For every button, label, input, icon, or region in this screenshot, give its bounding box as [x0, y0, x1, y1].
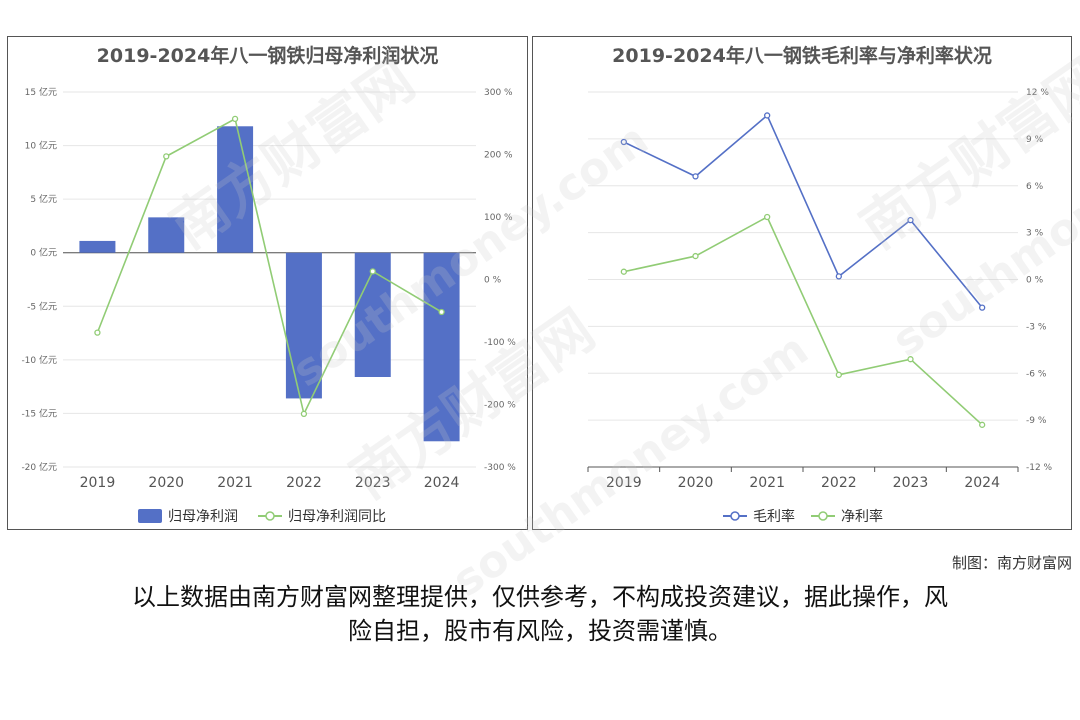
x-tick-label: 2019 [606, 475, 642, 491]
y-tick-label: 6 % [1026, 182, 1044, 192]
y-tick-label: 3 % [1026, 229, 1044, 239]
data-point [94, 329, 101, 336]
y-tick-label-right: 0 % [484, 276, 502, 286]
data-point [764, 112, 771, 119]
y-tick-label: -12 % [1026, 463, 1053, 473]
x-tick-label: 2020 [148, 475, 184, 491]
x-tick-label: 2024 [964, 475, 1000, 491]
x-tick-label: 2021 [749, 475, 785, 491]
legend-marker [730, 511, 740, 521]
disclaimer: 以上数据由南方财富网整理提供，仅供参考，不构成投资建议，据此操作，风 险自担，股… [60, 580, 1020, 648]
legend-label: 归母净利润 [168, 508, 238, 525]
y-tick-label: 0 % [1026, 276, 1044, 286]
legend-marker [818, 511, 828, 521]
series-line-net-margin [623, 215, 983, 426]
series-line-gross-margin [623, 114, 983, 309]
bar [423, 252, 460, 442]
y-tick-label: -6 % [1026, 369, 1047, 379]
x-tick-label: 2021 [217, 475, 253, 491]
data-point [438, 308, 445, 316]
y-tick-label-left: -20 亿元 [21, 461, 57, 473]
bar [148, 217, 185, 253]
data-point [163, 153, 170, 160]
series-line-yoy [96, 117, 442, 417]
data-point [369, 268, 376, 275]
x-tick-label: 2022 [821, 475, 857, 491]
data-point [692, 252, 699, 260]
x-tick-label: 2023 [355, 475, 391, 491]
legend-label: 净利率 [841, 508, 883, 525]
y-tick-label-left: -15 亿元 [21, 407, 57, 419]
chart-credit: 制图：南方财富网 [951, 554, 1072, 572]
right-chart-panel: 2019-2024年八一钢铁毛利率与净利率状况 12 % 9 % 6 % 3 % 0 %… [532, 36, 1072, 530]
data-point [835, 371, 842, 378]
data-point [620, 268, 627, 275]
data-point [979, 421, 986, 428]
y-tick-label-left: -10 亿元 [21, 354, 57, 366]
data-point [231, 115, 239, 123]
data-point [979, 304, 986, 311]
data-point [300, 410, 308, 418]
y-tick-label-right: 100 % [484, 213, 513, 223]
right-chart-plot: 12 % 9 % 6 % 3 % 0 % -3 % -6 % -9 % -12 % 2019 202… [587, 88, 1053, 525]
left-chart-plot: 15 亿元 10 亿元 5 亿元 0 亿元 -5 亿元 -10 亿元 -15 亿元 -20 亿… [21, 86, 516, 525]
y-tick-label-right: 300 % [484, 88, 513, 98]
y-tick-label-left: 5 亿元 [30, 193, 57, 205]
bar [217, 126, 254, 253]
y-tick-label: -9 % [1026, 416, 1047, 426]
y-tick-label: -3 % [1026, 322, 1047, 332]
data-point [620, 138, 627, 146]
y-tick-label-right: -300 % [484, 463, 516, 473]
right-chart-title: 2019-2024年八一钢铁毛利率与净利率状况 [612, 45, 992, 67]
legend-swatch-bar [138, 509, 162, 523]
x-tick-label: 2024 [424, 475, 460, 491]
y-tick-label-right: -200 % [484, 401, 516, 411]
data-point [692, 173, 699, 180]
y-tick-label: 9 % [1026, 135, 1044, 145]
disclaimer-line-2: 险自担，股市有风险，投资需谨慎。 [348, 617, 732, 645]
bar [79, 240, 116, 253]
x-tick-label: 2022 [286, 475, 322, 491]
y-tick-label-left: 0 亿元 [30, 247, 57, 259]
x-tick-label: 2023 [893, 475, 929, 491]
left-chart-panel: 2019-2024年八一钢铁归母净利润状况 15 亿元 10 亿元 5 亿元 0 亿元… [7, 36, 528, 530]
y-tick-label-left: 15 亿元 [25, 86, 57, 98]
disclaimer-line-1: 以上数据由南方财富网整理提供，仅供参考，不构成投资建议，据此操作，风 [132, 583, 948, 611]
y-tick-label: 12 % [1026, 88, 1049, 98]
data-point [835, 273, 842, 280]
y-tick-label-left: -5 亿元 [27, 300, 57, 312]
y-tick-label-right: 200 % [484, 151, 513, 161]
x-tick-label: 2019 [80, 475, 116, 491]
y-tick-label-left: 10 亿元 [25, 140, 57, 152]
x-tick-label: 2020 [678, 475, 714, 491]
left-chart-title: 2019-2024年八一钢铁归母净利润状况 [96, 45, 439, 67]
y-tick-label-right: -100 % [484, 338, 516, 348]
data-point [764, 213, 771, 221]
data-point [907, 356, 914, 363]
legend-label: 毛利率 [753, 508, 795, 525]
legend-label: 归母净利润同比 [288, 508, 386, 525]
bar [285, 252, 322, 399]
data-point [907, 216, 914, 224]
legend-marker [265, 511, 275, 521]
